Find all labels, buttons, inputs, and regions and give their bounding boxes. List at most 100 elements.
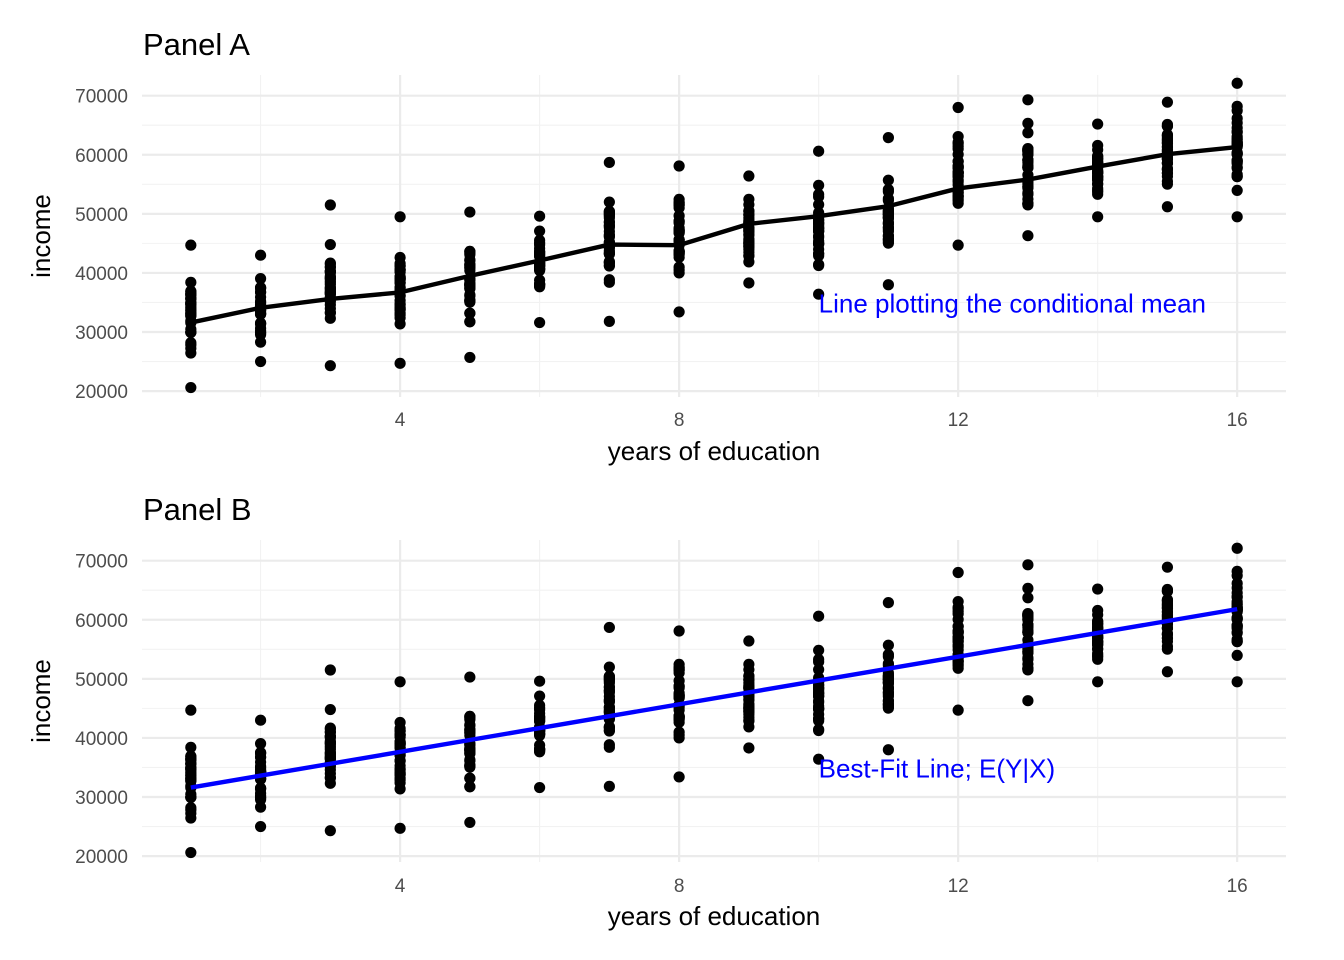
data-point	[882, 648, 894, 661]
data-point	[1161, 96, 1174, 108]
data-point	[464, 772, 476, 784]
y-tick-label: 60000	[75, 611, 128, 632]
data-point	[324, 199, 336, 211]
data-point	[882, 744, 894, 756]
data-point	[394, 716, 406, 729]
data-point	[254, 325, 267, 337]
data-point	[464, 307, 476, 319]
y-tick-label: 70000	[75, 87, 128, 108]
data-point	[1231, 591, 1243, 603]
data-point	[743, 199, 755, 211]
data-point	[882, 132, 894, 144]
x-axis-title: years of education	[608, 901, 820, 931]
x-tick-label: 16	[1227, 410, 1248, 431]
data-point	[673, 712, 685, 725]
data-point	[813, 191, 825, 203]
data-point	[673, 193, 685, 206]
data-point	[185, 704, 197, 716]
data-point	[394, 764, 406, 776]
data-point	[882, 686, 894, 698]
data-point	[882, 174, 894, 186]
data-point	[813, 702, 825, 714]
data-point	[743, 664, 755, 676]
data-point	[1092, 651, 1104, 663]
data-point	[1161, 157, 1174, 169]
data-point	[1022, 117, 1034, 129]
y-tick-label: 30000	[75, 788, 128, 809]
data-point	[1022, 663, 1034, 675]
data-point	[952, 704, 964, 716]
data-point	[603, 661, 615, 673]
data-point	[603, 704, 615, 716]
data-point	[185, 308, 197, 320]
data-point	[1092, 211, 1104, 223]
annotation-label: Line plotting the conditional mean	[819, 289, 1206, 319]
data-point	[603, 696, 615, 708]
data-point	[394, 822, 406, 834]
data-point	[1022, 156, 1034, 169]
data-point	[673, 771, 685, 783]
data-point	[952, 101, 964, 114]
data-point	[254, 714, 267, 726]
data-point	[324, 302, 336, 315]
data-point	[1161, 585, 1174, 597]
data-point	[464, 277, 476, 289]
data-point	[813, 664, 825, 676]
data-point	[1231, 620, 1243, 632]
data-point	[673, 625, 685, 637]
data-point	[743, 677, 755, 689]
data-point	[673, 726, 685, 738]
best-fit-line	[190, 606, 1238, 790]
data-point	[1161, 666, 1174, 678]
data-point	[1231, 649, 1243, 661]
y-axis-title: income	[26, 194, 56, 278]
data-point	[1022, 592, 1034, 604]
data-point	[1092, 642, 1104, 655]
data-point	[1022, 230, 1034, 242]
data-point	[254, 801, 267, 813]
data-point	[324, 703, 336, 716]
data-point	[254, 738, 267, 750]
x-tick-label: 12	[948, 410, 969, 431]
data-point	[813, 250, 825, 262]
x-tick-label: 4	[395, 876, 406, 897]
y-axis-title: income	[26, 659, 56, 743]
data-point	[534, 690, 546, 702]
data-point	[185, 764, 197, 776]
x-tick-label: 4	[395, 410, 406, 431]
data-point	[394, 273, 406, 285]
data-point	[185, 239, 197, 251]
data-point	[813, 258, 825, 271]
data-point	[1092, 583, 1104, 595]
data-point	[254, 249, 267, 261]
data-point	[185, 741, 197, 753]
data-point	[1231, 565, 1243, 577]
data-point	[813, 145, 825, 157]
annotation-label: Best-Fit Line; E(Y|X)	[819, 754, 1056, 784]
data-point	[673, 675, 685, 687]
data-point	[882, 221, 894, 233]
panel-title: Panel A	[143, 27, 250, 62]
data-point	[254, 820, 267, 833]
data-point	[1022, 621, 1034, 634]
data-point	[324, 730, 336, 742]
data-point	[1092, 186, 1104, 198]
data-point	[673, 247, 685, 260]
data-point	[882, 183, 894, 196]
data-point	[394, 777, 406, 789]
data-point	[394, 299, 406, 311]
data-point	[394, 676, 406, 688]
data-point	[464, 742, 476, 754]
data-point	[464, 316, 476, 328]
data-point	[534, 316, 546, 329]
data-point	[882, 597, 894, 609]
data-point	[1022, 127, 1034, 139]
data-point	[1161, 201, 1174, 213]
data-point	[952, 190, 964, 203]
panel-b: Best-Fit Line; E(Y|X) 4 8 12 16 20000 30000 400…	[26, 492, 1286, 931]
data-point	[534, 699, 546, 711]
data-point	[603, 315, 615, 327]
data-point	[534, 242, 546, 254]
data-point	[185, 802, 197, 814]
data-point	[882, 699, 894, 711]
